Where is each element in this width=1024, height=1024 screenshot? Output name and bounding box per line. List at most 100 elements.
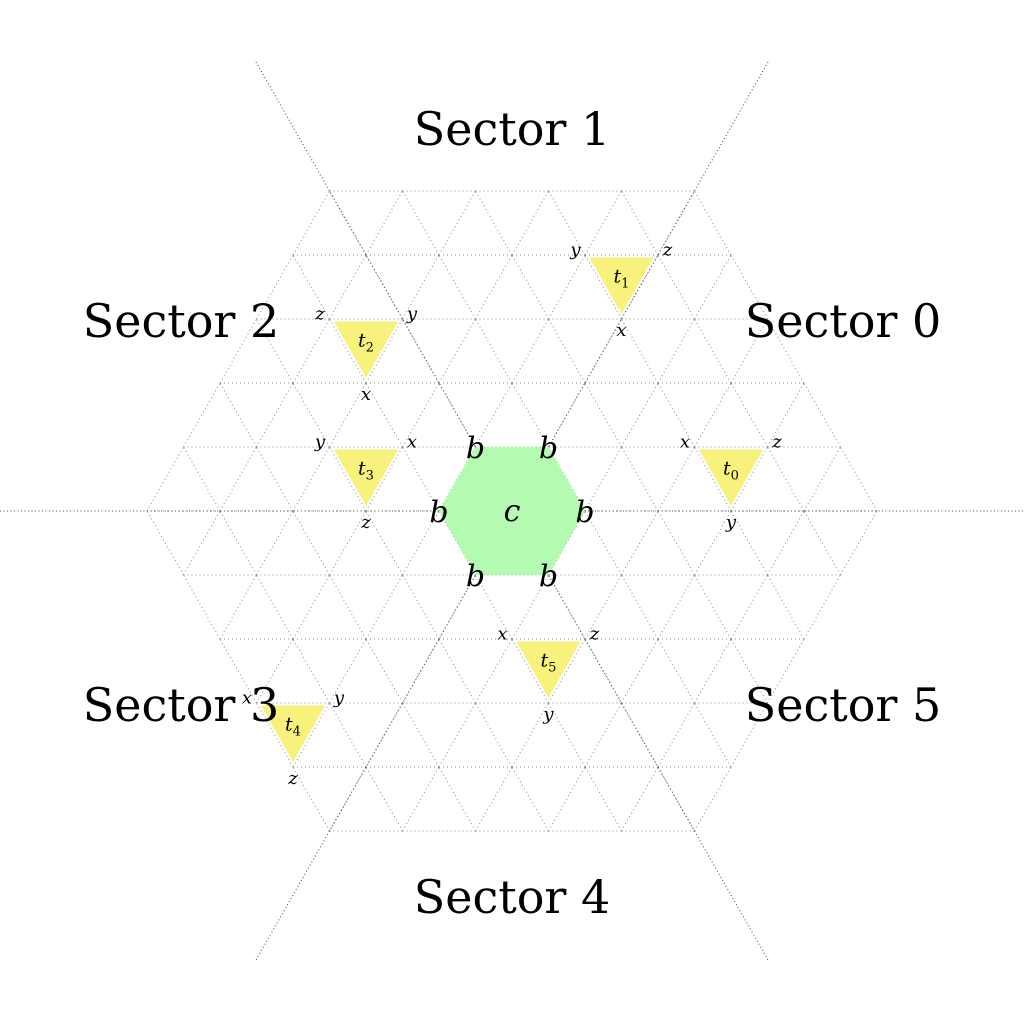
triangle-vertex-label: x	[407, 431, 417, 452]
grid-line	[329, 638, 367, 704]
grid-line	[584, 766, 622, 832]
triangle-vertex-label: y	[569, 239, 581, 260]
grid-line	[365, 382, 403, 448]
grid-line	[256, 254, 294, 320]
grid-line	[146, 446, 184, 512]
triangle-label: t0	[723, 457, 739, 483]
triangle-t0: t0 z x y	[680, 431, 782, 533]
grid-line	[840, 446, 878, 512]
grid-line	[329, 446, 367, 512]
grid-line	[803, 574, 841, 640]
grid-line	[402, 702, 440, 768]
grid-line	[548, 638, 586, 704]
grid-line	[292, 446, 330, 512]
grid-line	[402, 574, 440, 640]
grid-line	[329, 190, 367, 256]
grid-line	[365, 446, 403, 512]
grid-line	[548, 318, 586, 384]
grid-line	[694, 382, 732, 448]
grid-line	[438, 638, 476, 704]
grid-line	[475, 318, 513, 384]
grid-line	[584, 190, 622, 256]
grid-line	[730, 318, 768, 384]
grid-line	[292, 190, 330, 256]
triangle-vertex-label: z	[662, 239, 673, 260]
grid-line	[767, 446, 805, 512]
grid-line	[584, 574, 622, 640]
grid-line	[475, 766, 513, 832]
grid-line	[694, 254, 732, 320]
triangle-shape	[260, 705, 326, 762]
triangle-shape	[516, 641, 581, 698]
grid-line	[402, 766, 440, 832]
triangle-label-name: t	[358, 329, 366, 351]
triangle-label-index: 1	[621, 276, 629, 291]
grid-line	[657, 254, 695, 320]
sector-boundary-line	[255, 61, 769, 961]
grid-line	[329, 254, 367, 320]
grid-line	[621, 638, 659, 704]
grid-line	[548, 766, 586, 832]
grid-line	[621, 510, 659, 576]
triangle-vertex-label: z	[287, 768, 298, 789]
triangle-t5: t5 x z y	[497, 623, 599, 725]
triangle-label: t3	[358, 457, 374, 483]
grid-line	[438, 254, 476, 320]
grid-line	[256, 446, 294, 512]
grid-line	[365, 638, 403, 704]
grid-line	[329, 318, 367, 384]
grid-line	[694, 574, 732, 640]
grid-line	[694, 446, 732, 512]
grid-line	[329, 702, 367, 768]
hexagon-vertex-label: b	[429, 495, 448, 530]
grid-line	[219, 446, 257, 512]
triangle-vertex-label: x	[680, 431, 690, 452]
hexagon-vertex-label: b	[466, 559, 485, 594]
triangle-label: t2	[358, 329, 374, 355]
grid-line	[183, 574, 221, 640]
grid-line	[511, 254, 549, 320]
triangle-label: t1	[614, 265, 630, 291]
triangle-shape	[589, 257, 654, 314]
triangle-shape	[333, 321, 399, 378]
grid-line	[694, 190, 732, 256]
grid-line	[219, 318, 257, 384]
triangle-label-index: 5	[548, 660, 556, 675]
grid-line	[730, 574, 768, 640]
triangle-t3: t3 y x z	[314, 431, 417, 533]
grid-line	[694, 510, 732, 576]
grid-line	[621, 766, 659, 832]
grid-line	[292, 638, 330, 704]
sector-label-3: Sector 3	[83, 678, 280, 732]
sector-label-4: Sector 4	[414, 870, 611, 924]
sector-label-1: Sector 1	[414, 102, 611, 156]
grid-line	[584, 382, 622, 448]
grid-line	[657, 190, 695, 256]
grid-line	[584, 254, 622, 320]
grid-line	[730, 382, 768, 448]
grid-line	[365, 254, 403, 320]
grid-line	[438, 766, 476, 832]
grid-line	[584, 446, 622, 512]
grid-line	[657, 382, 695, 448]
grid-line	[475, 254, 513, 320]
grid-line	[803, 382, 841, 448]
grid-line	[292, 254, 330, 320]
triangle-label-index: 4	[293, 724, 301, 739]
grid-line	[329, 766, 367, 832]
grid-line	[621, 446, 659, 512]
grid-line	[730, 446, 768, 512]
grid-line	[365, 510, 403, 576]
grid-line	[219, 510, 257, 576]
grid-line	[657, 574, 695, 640]
triangle-vertex-label: y	[333, 687, 345, 708]
triangle-vertex-label: z	[314, 303, 325, 324]
grid-line	[183, 510, 221, 576]
triangle-vertex-label: x	[242, 687, 252, 708]
grid-line	[146, 510, 184, 576]
grid-line	[730, 510, 768, 576]
triangle-vertex-label: z	[589, 623, 600, 644]
hexagon-vertex-label: b	[575, 495, 594, 530]
grid-line	[803, 510, 841, 576]
